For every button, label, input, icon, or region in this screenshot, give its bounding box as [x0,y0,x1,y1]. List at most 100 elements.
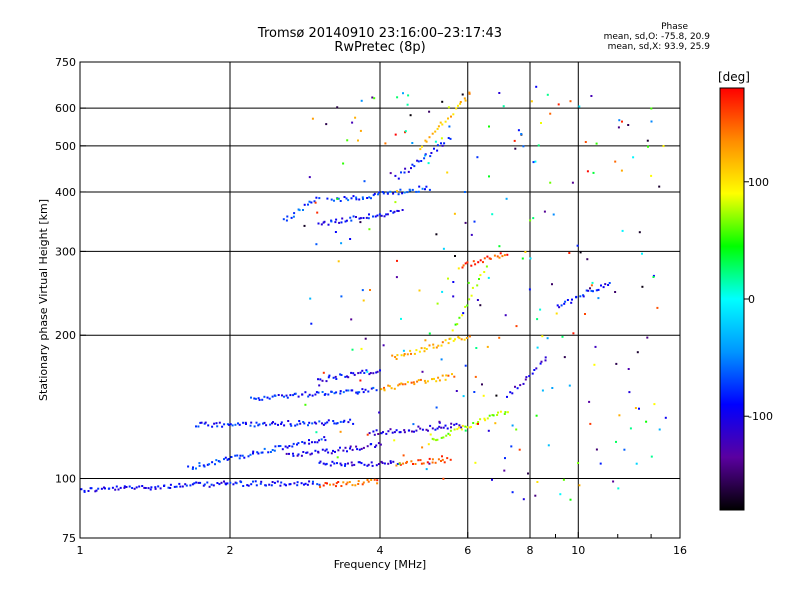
data-point [364,388,367,391]
data-point [412,423,415,426]
trace [395,457,452,467]
data-point [566,299,569,301]
data-point [393,431,396,434]
data-point [332,420,335,422]
data-point [276,480,279,483]
data-point [650,120,653,123]
data-point [389,428,392,431]
data-point [634,407,637,409]
trace [330,185,431,202]
data-point [539,362,542,365]
y-axis-label: Stationary phase Virtual Height [km] [37,199,50,401]
data-point [401,209,404,211]
data-point [457,267,460,270]
data-point [402,454,405,457]
data-point [579,251,582,254]
data-point [529,219,532,222]
data-point [355,391,358,394]
data-point [427,443,430,446]
data-point [379,369,381,372]
data-point [421,187,424,190]
x-tick-label: 6 [464,544,471,557]
data-point [479,304,482,307]
data-point [328,374,331,377]
data-point [289,483,292,486]
data-point [381,462,384,464]
data-point [560,304,563,307]
data-point [292,442,295,445]
data-point [214,463,216,466]
phase-stats-x: mean, sd,X: 93.9, 25.9 [607,42,710,52]
data-point [474,375,477,378]
data-point [436,144,439,147]
data-point [372,194,375,197]
data-point [391,354,394,357]
data-point [439,121,442,124]
data-point [333,392,336,395]
data-point [440,460,442,462]
data-point [365,216,368,219]
data-point [195,467,197,470]
data-point [416,380,419,383]
data-point [449,137,452,140]
data-point [627,368,630,370]
data-point [287,420,290,422]
data-point [425,348,428,350]
data-point [400,354,403,357]
data-point [163,484,166,487]
data-point [557,103,560,106]
data-point [322,423,325,426]
data-point [379,443,382,446]
data-point [621,120,623,123]
data-point [447,277,449,280]
data-point [389,460,392,463]
data-point [664,416,667,419]
data-point [395,464,398,467]
data-point [510,445,513,448]
data-point [350,461,353,464]
data-point [658,428,661,431]
data-point [447,117,449,120]
data-point [375,464,378,467]
data-point [323,220,326,223]
data-point [477,421,480,423]
data-point [311,482,314,485]
data-point [421,428,424,431]
data-point [362,391,365,394]
data-point [641,252,643,255]
data-point [396,259,398,262]
data-point [584,313,586,315]
data-point [375,429,378,432]
data-point [406,381,409,384]
data-point [555,312,558,315]
data-point [578,484,581,487]
data-point [342,481,345,484]
data-point [615,362,618,365]
data-point [351,121,354,124]
data-point [321,422,323,425]
data-point [336,422,339,425]
data-point [339,200,342,202]
data-point [646,139,649,142]
data-point [247,455,250,458]
data-point [230,456,233,458]
data-point [198,464,201,467]
data-point [522,382,525,385]
data-point [308,393,311,396]
data-point [452,281,455,283]
data-point [461,93,464,96]
data-point [361,369,364,372]
data-point [464,221,467,224]
data-point [394,133,397,136]
data-point [534,494,537,497]
data-point [455,422,458,425]
data-point [192,466,194,469]
data-point [281,394,283,397]
data-point [435,233,438,236]
data-point [218,483,221,486]
data-point [404,383,407,386]
data-point [498,256,501,259]
data-point [464,305,467,308]
data-point [345,483,348,486]
data-point [399,431,402,434]
